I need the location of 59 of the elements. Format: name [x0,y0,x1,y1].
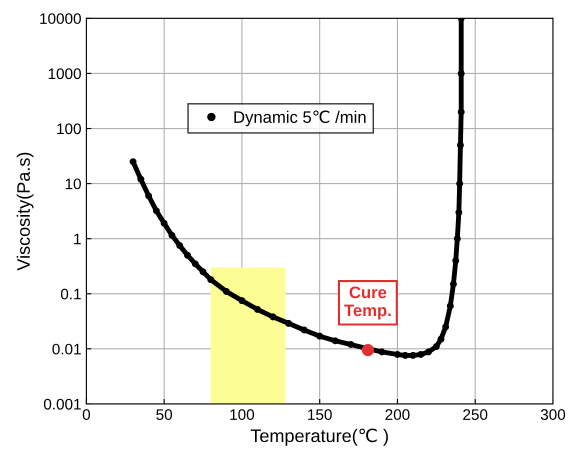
x-tick-label: 250 [463,409,488,420]
y-tick-label: 10000 [40,13,81,24]
point [458,108,465,116]
point [152,207,160,214]
x-tick-label: 50 [156,409,172,420]
x-tick-label: 300 [540,409,566,420]
point [207,276,214,284]
point [160,220,168,227]
point [145,192,152,200]
y-tick-label: 1000 [48,68,81,80]
x-tick-label: 200 [385,409,410,420]
point [137,176,144,183]
y-tick-label: 1 [74,234,81,244]
point [458,70,465,77]
point [425,348,432,356]
point [184,252,191,259]
point [222,288,230,295]
point [285,320,292,327]
point [130,158,137,166]
y-axis-title: Viscosity(Pa.s) [16,152,34,271]
point [347,341,354,348]
point [394,351,401,358]
point [168,232,176,239]
annotation: Cure Temp. [344,286,391,320]
line-series [130,18,465,359]
point [238,297,246,304]
point [410,352,416,359]
point [192,260,199,268]
legend-label: Dynamic 5℃ /min [234,110,366,126]
point [417,351,424,358]
y-tick-label: 10 [66,178,81,190]
point [316,332,324,340]
point [300,326,308,334]
point [176,242,184,250]
x-tick-label: 100 [230,409,254,420]
x-axis-title: Temperature(℃ ) [250,428,388,446]
point [254,306,261,313]
point [200,268,207,276]
point [270,313,276,320]
y-tick-label: 0.01 [52,344,81,355]
point [452,257,460,264]
point [442,323,450,330]
point [454,235,461,242]
y-tick-label: 100 [57,123,81,134]
x-tick-label: 150 [308,409,332,420]
point [362,344,374,356]
point [432,343,440,350]
point [378,348,386,356]
point [456,142,464,149]
x-tick-label: 0 [82,409,90,420]
point [456,180,464,188]
point [455,208,462,216]
point [446,302,454,310]
y-tick-label: 0.1 [60,288,81,300]
point [332,337,339,344]
point [402,352,409,359]
point [438,336,444,343]
y-tick-label: 0.001 [44,398,81,410]
point [450,280,457,288]
